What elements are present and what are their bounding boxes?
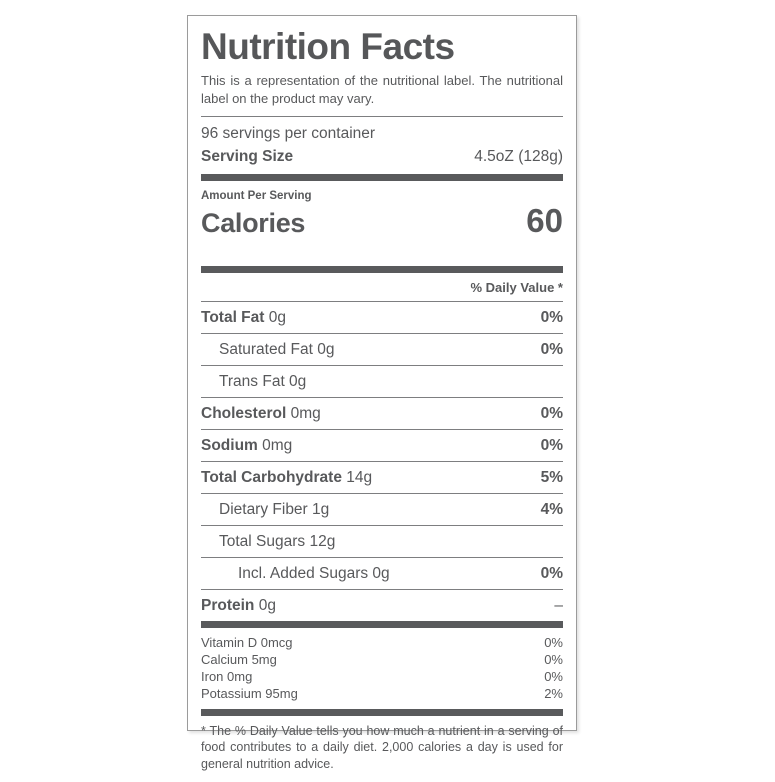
micronutrient-name: Vitamin D 0mcg [201,635,293,651]
nutrient-daily-value: 0% [540,308,563,326]
nutrient-row: Total Fat 0g 0% [201,302,563,335]
nutrient-name-amount: Total Fat 0g [201,308,286,326]
daily-value-footnote: * The % Daily Value tells you how much a… [201,724,563,771]
divider-thick [201,621,563,629]
nutrient-row: Total Carbohydrate 14g 5% [201,462,563,495]
serving-size-row: Serving Size 4.5oZ (128g) [201,145,563,174]
micronutrient-daily-value: 0% [544,635,563,651]
serving-size-label: Serving Size [201,148,294,166]
nutrient-daily-value: 0% [540,404,563,422]
nutrient-row: Trans Fat 0g [201,366,563,399]
nutrient-row: Protein 0g – [201,590,563,621]
nutrient-name-amount: Total Sugars 12g [219,532,336,550]
serving-size-value: 4.5oZ (128g) [474,148,563,166]
divider-thick [201,266,563,274]
nutrient-name-amount: Cholesterol 0mg [201,404,321,422]
micronutrient-daily-value: 2% [544,686,563,702]
nutrient-daily-value: 0% [540,340,563,358]
calories-row: Calories 60 [201,202,563,266]
nutrient-name-amount: Sodium 0mg [201,436,293,454]
nutrient-name-amount: Trans Fat 0g [219,372,307,390]
micronutrient-daily-value: 0% [544,652,563,668]
nutrient-table: Total Fat 0g 0% Saturated Fat 0g 0% Trans Fa… [201,302,563,621]
nutrient-name-amount: Incl. Added Sugars 0g [238,564,390,582]
label-disclaimer: This is a representation of the nutritio… [201,73,563,106]
micronutrient-row: Iron 0mg 0% [201,668,563,685]
nutrient-row: Saturated Fat 0g 0% [201,334,563,367]
nutrient-name-amount: Protein 0g [201,596,276,614]
calories-value: 60 [526,202,563,240]
nutrient-row: Dietary Fiber 1g 4% [201,494,563,527]
micronutrient-daily-value: 0% [544,669,563,685]
daily-value-header: % Daily Value * [201,273,563,303]
nutrient-daily-value: – [554,596,563,614]
micronutrient-row: Calcium 5mg 0% [201,651,563,668]
nutrient-daily-value: 0% [540,436,563,454]
nutrient-daily-value: 5% [540,468,563,486]
micronutrient-name: Potassium 95mg [201,686,298,702]
nutrient-name-amount: Total Carbohydrate 14g [201,468,373,486]
nutrient-row: Incl. Added Sugars 0g 0% [201,558,563,591]
nutrient-row: Total Sugars 12g [201,526,563,559]
nutrient-row: Cholesterol 0mg 0% [201,398,563,431]
micronutrient-name: Calcium 5mg [201,652,277,668]
servings-per-container: 96 servings per container [201,125,376,143]
micronutrient-table: Vitamin D 0mcg 0% Calcium 5mg 0% Iron 0mg 0% P… [201,628,563,709]
calories-label: Calories [201,208,306,239]
micronutrient-row: Potassium 95mg 2% [201,685,563,702]
label-title: Nutrition Facts [201,26,455,67]
nutrient-name-amount: Saturated Fat 0g [219,340,335,358]
micronutrient-name: Iron 0mg [201,669,253,685]
nutrient-row: Sodium 0mg 0% [201,430,563,463]
nutrient-name-amount: Dietary Fiber 1g [219,500,330,518]
divider-thick [201,709,563,717]
micronutrient-row: Vitamin D 0mcg 0% [201,634,563,651]
nutrient-daily-value: 4% [540,500,563,518]
nutrition-facts-label: Nutrition Facts This is a representation… [187,15,577,771]
amount-per-serving-label: Amount Per Serving [201,190,312,203]
divider-thin [201,116,563,118]
nutrient-daily-value: 0% [540,564,563,582]
divider-thick [201,174,563,182]
